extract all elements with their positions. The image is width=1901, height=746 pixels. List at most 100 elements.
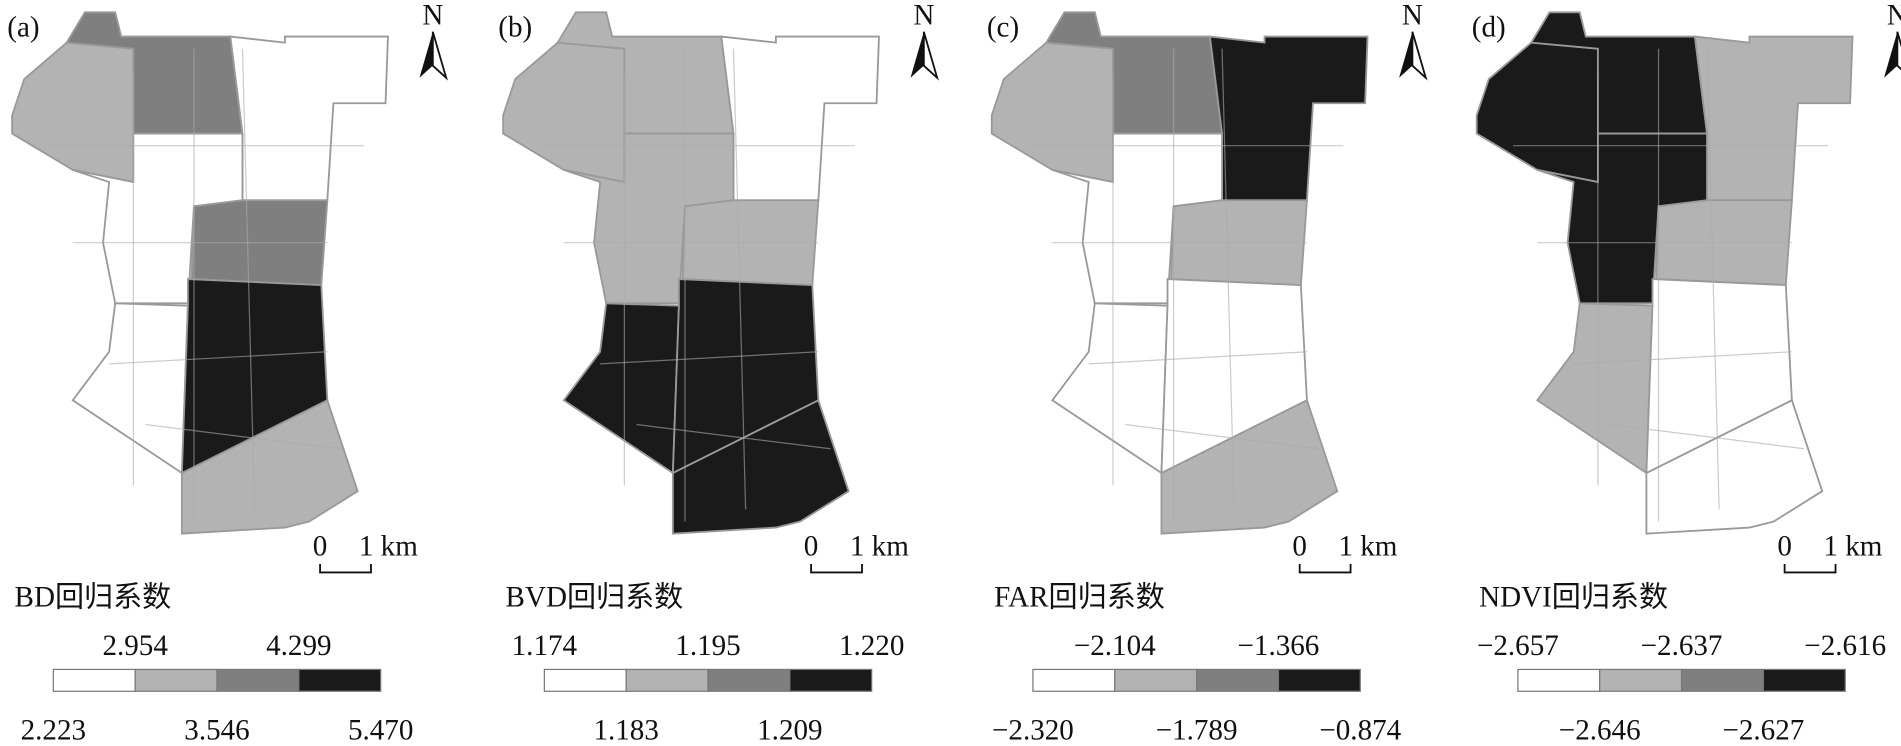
north-label: N xyxy=(1887,0,1901,31)
legend-swatch xyxy=(134,668,218,692)
district-zone xyxy=(671,398,850,535)
district-zone xyxy=(1645,398,1824,535)
north-label: N xyxy=(913,0,934,31)
map-panel: (b) N 0 1 km BVD回归系数 1.174 1.183 1.195 1.209 1.22… xyxy=(498,0,939,746)
legend-break: −2.616 xyxy=(1804,630,1886,662)
legend-break: 5.470 xyxy=(348,715,413,746)
legend-break: 2.954 xyxy=(102,630,168,662)
scale-zero: 0 xyxy=(1777,530,1792,562)
scale-zero: 0 xyxy=(804,530,819,562)
legend-break: 1.209 xyxy=(757,715,822,746)
legend-swatch xyxy=(1680,668,1765,692)
legend-break: −2.637 xyxy=(1641,630,1723,662)
street xyxy=(1125,423,1320,450)
north-arrow-right xyxy=(1411,31,1428,81)
district-zone xyxy=(229,35,389,202)
legend-title: BD回归系数 xyxy=(15,580,172,613)
street xyxy=(732,48,747,510)
district-zone xyxy=(720,35,880,202)
north-arrow-left xyxy=(910,31,924,78)
north-arrow-left xyxy=(1884,31,1898,78)
map-panel: (d) N 0 1 km NDVI回归系数 −2.657 −2.646 −2.637 −2.62… xyxy=(1472,0,1901,746)
scale-zero: 0 xyxy=(1292,530,1307,562)
scale-unit: 1 km xyxy=(1823,530,1882,562)
panel-label: (d) xyxy=(1472,12,1506,44)
legend-break: 1.174 xyxy=(512,630,578,662)
north-label: N xyxy=(422,0,443,31)
legend-title: BVD回归系数 xyxy=(506,580,684,613)
scale-bar xyxy=(1783,563,1837,574)
street xyxy=(241,48,256,510)
district-zone xyxy=(1208,35,1369,202)
district-zone xyxy=(562,302,680,475)
legend-break: 1.195 xyxy=(675,630,740,662)
street xyxy=(600,351,819,365)
street xyxy=(1609,423,1805,450)
north-arrow-left xyxy=(1399,31,1413,78)
scale-unit: 1 km xyxy=(1338,530,1397,562)
scale-unit: 1 km xyxy=(850,530,909,562)
legend-swatch xyxy=(298,668,382,692)
legend-swatch xyxy=(1114,668,1198,692)
legend-swatch xyxy=(625,668,709,692)
district-zone xyxy=(1475,41,1599,184)
district-zone xyxy=(1051,302,1169,475)
legend-break: −2.104 xyxy=(1074,630,1156,662)
scale-zero: 0 xyxy=(313,530,328,562)
north-arrow-left xyxy=(419,31,433,78)
legend-swatch xyxy=(1762,668,1846,692)
legend-swatch xyxy=(543,668,627,692)
scale-bar xyxy=(1298,563,1352,574)
legend-swatch xyxy=(1032,668,1116,692)
legend-swatch xyxy=(1196,668,1280,692)
legend-break: 4.299 xyxy=(266,630,331,662)
north-arrow-right xyxy=(1896,31,1901,71)
street xyxy=(109,351,328,365)
street xyxy=(636,423,831,450)
legend-break: 3.546 xyxy=(184,715,249,746)
scale-unit: 1 km xyxy=(359,530,418,562)
north-arrow-right xyxy=(922,31,939,81)
legend-break: −2.657 xyxy=(1477,630,1559,662)
legend-break: 1.183 xyxy=(593,715,658,746)
legend-break: −0.874 xyxy=(1319,715,1401,746)
legend-swatch xyxy=(216,668,300,692)
legend-break: −2.320 xyxy=(992,715,1074,746)
legend-break: −2.646 xyxy=(1559,715,1641,746)
scale-bar xyxy=(319,563,372,574)
legend-break: −2.627 xyxy=(1722,715,1804,746)
district-zone xyxy=(502,41,626,184)
panel-label: (a) xyxy=(7,12,39,44)
panel-label: (c) xyxy=(987,12,1019,44)
legend-swatch xyxy=(1517,668,1601,692)
district-zone xyxy=(990,41,1114,184)
district-zone xyxy=(11,41,135,184)
district-zone xyxy=(71,302,189,475)
panel-label: (b) xyxy=(498,12,532,44)
legend-break: −1.366 xyxy=(1238,630,1320,662)
street xyxy=(145,423,340,450)
legend-title: FAR回归系数 xyxy=(994,580,1165,613)
street xyxy=(1573,351,1792,365)
legend-break: −1.789 xyxy=(1156,715,1238,746)
street xyxy=(1088,351,1307,365)
map-panel: (c) N 0 1 km FAR回归系数 −2.320 −2.104 −1.789 −1.366… xyxy=(987,0,1428,746)
legend-break: 2.223 xyxy=(21,715,86,746)
district-zone xyxy=(1535,302,1654,475)
street xyxy=(1221,48,1235,510)
scale-bar xyxy=(810,563,863,574)
legend-swatch xyxy=(1599,668,1683,692)
legend-swatch xyxy=(52,668,136,692)
legend-swatch xyxy=(1277,668,1361,692)
north-arrow-right xyxy=(431,31,448,81)
district-zone xyxy=(1693,35,1854,202)
north-label: N xyxy=(1402,0,1423,31)
legend-swatch xyxy=(707,668,791,692)
map-panel: (a) N 0 1 km BD回归系数 2.223 2.954 3.546 4.299 5.470 xyxy=(7,0,448,746)
district-zone xyxy=(180,398,359,535)
street xyxy=(1706,48,1720,510)
legend-title: NDVI回归系数 xyxy=(1479,580,1668,613)
legend-swatch xyxy=(789,668,873,692)
legend-break: 1.220 xyxy=(839,630,904,662)
